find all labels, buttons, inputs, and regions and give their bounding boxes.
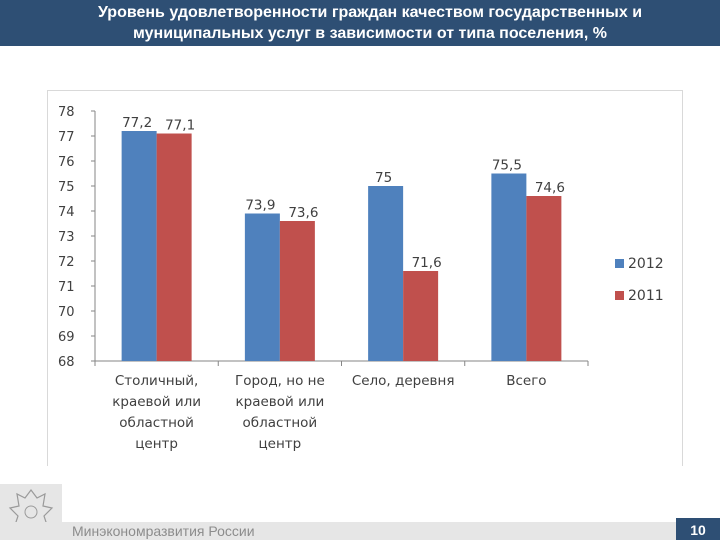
data-label: 77,1 [165,118,195,134]
bar-2011 [403,271,439,361]
y-tick-label: 78 [58,105,75,120]
data-label: 75,5 [492,158,522,174]
data-label: 74,6 [535,180,565,196]
bar-2011 [156,133,192,361]
y-tick-label: 69 [58,330,75,345]
bar-chart: 68 69 70 71 72 73 74 75 76 77 78 Столичный, краевой … [58,105,664,452]
legend-label: 2011 [628,288,664,304]
x-category-label: Столичный, [115,373,198,389]
x-category-label: Всего [506,373,546,389]
y-tick-label: 68 [58,355,75,370]
x-category-label: краевой или [112,394,201,410]
x-category-label: краевой или [235,394,324,410]
page-number: 10 [676,518,720,540]
legend-swatch-2012 [615,259,624,268]
slide-title-line-2: муниципальных услуг в зависимости от тип… [133,25,607,42]
bar-2011 [526,196,562,361]
y-tick-label: 70 [58,305,75,320]
ministry-name: Минэкономразвития России [72,523,255,539]
y-tick-label: 74 [58,205,75,220]
data-label: 73,6 [288,205,318,221]
chart-frame: 68 69 70 71 72 73 74 75 76 77 78 Столичный, краевой … [47,90,683,466]
x-category-label: центр [258,436,301,452]
bar-2012 [368,186,404,361]
x-category-label: Город, но не [235,373,325,389]
data-label: 75 [375,170,392,186]
footer-bar [0,522,720,540]
header-bar: Уровень удовлетворенности граждан качест… [0,0,720,46]
y-tick-label: 71 [58,280,75,295]
x-category-label: областной [243,415,318,431]
y-tick-label: 77 [58,130,75,145]
data-label: 73,9 [245,198,275,214]
y-tick-label: 76 [58,155,75,170]
bar-2012 [121,131,157,361]
bar-2012 [491,173,527,361]
slide-title: Уровень удовлетворенности граждан качест… [40,2,700,44]
x-category-label: областной [119,415,194,431]
slide-title-line-1: Уровень удовлетворенности граждан качест… [97,4,643,21]
y-tick-label: 73 [58,230,75,245]
y-tick-label: 72 [58,255,75,270]
legend-swatch-2011 [615,291,624,300]
x-category-label: Село, деревня [352,373,455,389]
bar-2011 [279,221,315,361]
data-label: 77,2 [122,115,152,131]
y-tick-label: 75 [58,180,75,195]
data-label: 71,6 [412,255,442,271]
bar-2012 [244,213,280,361]
x-category-label: центр [135,436,178,452]
legend-label: 2012 [628,256,664,272]
